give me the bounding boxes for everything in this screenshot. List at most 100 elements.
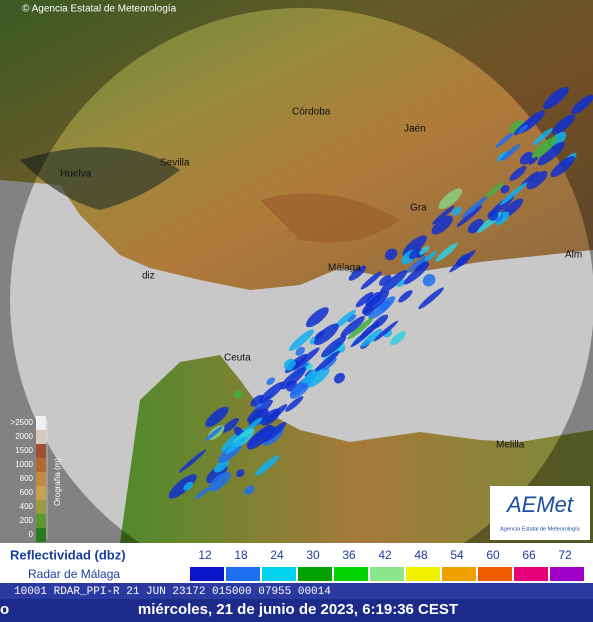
echo [379, 274, 392, 286]
echo [438, 188, 463, 210]
city: Sevilla [160, 158, 190, 169]
dbz-label: 42 [378, 548, 392, 562]
echo [214, 458, 230, 473]
echo [419, 245, 430, 255]
echo [526, 170, 548, 190]
echo [289, 380, 311, 399]
dbz-swatch [262, 567, 296, 581]
orography-label: 400 [20, 502, 34, 511]
echo [350, 328, 374, 348]
dbz-swatch [334, 567, 368, 581]
echo [208, 471, 231, 492]
dbz-label: 12 [198, 548, 212, 562]
echo [233, 389, 243, 399]
dbz-label: 30 [306, 548, 320, 562]
dbz-label: 18 [234, 548, 248, 562]
echo [543, 86, 569, 110]
orography-swatch [36, 528, 46, 542]
echo [340, 316, 365, 338]
dbz-swatch [406, 567, 440, 581]
echo [452, 206, 462, 216]
footer [0, 599, 593, 622]
city: Jaén [404, 124, 426, 135]
orography-label: 200 [20, 516, 34, 525]
city: Huelva [60, 169, 92, 180]
echo [500, 184, 510, 194]
echo [406, 256, 427, 273]
echo [348, 265, 367, 281]
dbz-label: 60 [486, 548, 500, 562]
land-africa [120, 355, 593, 543]
echo [250, 394, 264, 407]
orography-label: >2500 [11, 418, 34, 427]
dbz-swatch [514, 567, 548, 581]
echo [295, 346, 306, 356]
echo [456, 205, 483, 228]
echo [247, 425, 275, 450]
echo [424, 250, 437, 262]
echo [244, 485, 255, 495]
orography-label: 2000 [15, 432, 33, 441]
dbz-swatch [370, 567, 404, 581]
dbz-swatch [550, 567, 584, 581]
echo [418, 287, 444, 310]
orography-label: 800 [20, 474, 34, 483]
echo [305, 307, 329, 328]
dbz-label: 36 [342, 548, 356, 562]
city: Córdoba [292, 107, 331, 118]
orography-swatch [36, 514, 46, 528]
echo [266, 377, 275, 386]
echo [467, 218, 484, 234]
echo [283, 358, 296, 371]
orography-title: Orografía (m) [53, 458, 62, 506]
info-bar [0, 583, 593, 599]
echo [461, 195, 488, 218]
footer-left: o [0, 601, 9, 618]
echo [552, 114, 576, 135]
orography-swatch [36, 430, 46, 444]
dbz-label: 72 [558, 548, 572, 562]
echo [355, 291, 374, 308]
echo [398, 290, 413, 303]
echo [280, 367, 307, 390]
orography-label: 1500 [15, 446, 33, 455]
echo [285, 396, 304, 412]
orography-swatch [36, 416, 46, 430]
orography-swatch [36, 486, 46, 500]
echo [258, 381, 285, 404]
echo [321, 357, 337, 371]
echo [195, 487, 209, 500]
echo [520, 170, 539, 187]
reflectivity-legend: 12 18 24 30 36 42 48 54 60 66 72 [190, 548, 584, 581]
echo [168, 474, 197, 499]
orography-swatch [36, 458, 46, 472]
echo [487, 210, 499, 221]
info-line: 10001 RDAR_PPI-R 21 JUN 23172 015000 079… [14, 586, 331, 598]
city: Málaga [328, 263, 361, 274]
logo-org: Agencia Estatal de Meteorología [500, 526, 580, 532]
echo [422, 274, 436, 287]
orography-label: 1000 [15, 460, 33, 469]
echo [455, 253, 471, 267]
dbz-label: 66 [522, 548, 536, 562]
echo [361, 328, 383, 347]
echo [379, 270, 408, 294]
echo [362, 290, 390, 314]
echo [390, 331, 407, 346]
dbz-label: 24 [270, 548, 284, 562]
echoes [168, 86, 593, 500]
echo [183, 481, 194, 491]
echo [432, 205, 455, 225]
echo [236, 469, 245, 478]
echo [292, 347, 320, 371]
echo [246, 417, 263, 431]
echo [305, 363, 313, 371]
echo [205, 426, 223, 441]
echo [205, 406, 229, 428]
echo [403, 262, 430, 285]
orography-swatch [36, 472, 46, 486]
echo [373, 320, 399, 342]
